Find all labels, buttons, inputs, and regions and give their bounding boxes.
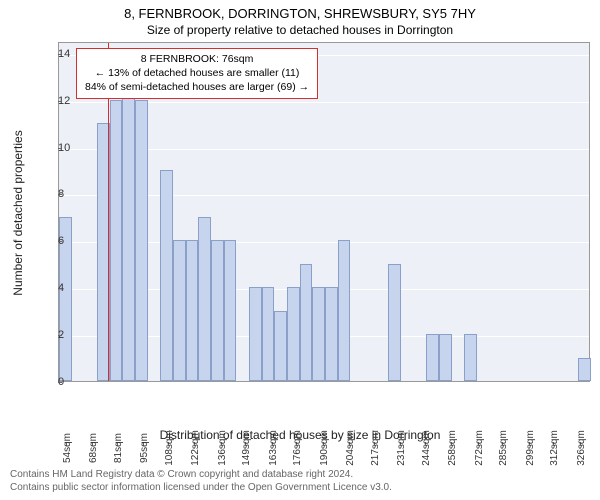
bar	[224, 240, 237, 381]
credits-line-2: Contains public sector information licen…	[10, 482, 392, 495]
x-tick-label: 326sqm	[576, 430, 587, 466]
y-tick-mark	[58, 148, 62, 149]
bar	[160, 170, 173, 381]
x-tick-label: 54sqm	[62, 433, 73, 463]
y-tick-mark	[58, 241, 62, 242]
highlight-callout: 8 FERNBROOK: 76sqm ← 13% of detached hou…	[76, 48, 318, 99]
gridline	[59, 383, 589, 384]
x-tick-label: 231sqm	[396, 430, 407, 466]
x-tick-label: 258sqm	[447, 430, 458, 466]
bar	[249, 287, 262, 381]
y-tick-mark	[58, 335, 62, 336]
bar	[312, 287, 325, 381]
bar	[464, 334, 477, 381]
y-tick-mark	[58, 288, 62, 289]
x-tick-label: 204sqm	[345, 430, 356, 466]
bar	[186, 240, 199, 381]
y-tick-mark	[58, 382, 62, 383]
callout-line-2: ← 13% of detached houses are smaller (11…	[85, 66, 309, 80]
bar	[388, 264, 401, 381]
x-tick-label: 163sqm	[268, 430, 279, 466]
page-title: 8, FERNBROOK, DORRINGTON, SHREWSBURY, SY…	[0, 0, 600, 21]
x-tick-label: 190sqm	[319, 430, 330, 466]
bar	[173, 240, 186, 381]
credits-line-1: Contains HM Land Registry data © Crown c…	[10, 469, 392, 482]
x-tick-label: 176sqm	[292, 430, 303, 466]
bar	[274, 311, 287, 381]
x-tick-label: 149sqm	[241, 430, 252, 466]
x-tick-label: 95sqm	[139, 433, 150, 463]
x-tick-label: 81sqm	[113, 433, 124, 463]
bar	[338, 240, 351, 381]
bar	[262, 287, 275, 381]
bar	[578, 358, 591, 381]
bar	[325, 287, 338, 381]
bar	[300, 264, 313, 381]
bar	[198, 217, 211, 381]
callout-line-3: 84% of semi-detached houses are larger (…	[85, 80, 309, 94]
bar	[135, 100, 148, 381]
y-tick-mark	[58, 101, 62, 102]
x-tick-label: 312sqm	[549, 430, 560, 466]
chart-area: Number of detached properties Distributi…	[0, 42, 600, 442]
credits: Contains HM Land Registry data © Crown c…	[10, 469, 392, 494]
x-tick-label: 299sqm	[525, 430, 536, 466]
bar	[439, 334, 452, 381]
y-tick-mark	[58, 54, 62, 55]
bar	[211, 240, 224, 381]
x-tick-label: 285sqm	[498, 430, 509, 466]
bar	[287, 287, 300, 381]
page-subtitle: Size of property relative to detached ho…	[0, 21, 600, 41]
x-tick-label: 272sqm	[474, 430, 485, 466]
x-tick-label: 108sqm	[164, 430, 175, 466]
x-tick-label: 68sqm	[88, 433, 99, 463]
y-axis-label: Number of detached properties	[11, 113, 25, 313]
x-tick-label: 244sqm	[421, 430, 432, 466]
x-tick-label: 122sqm	[190, 430, 201, 466]
callout-line-1: 8 FERNBROOK: 76sqm	[85, 52, 309, 66]
bar	[110, 100, 123, 381]
y-tick-mark	[58, 194, 62, 195]
x-tick-label: 136sqm	[217, 430, 228, 466]
bar	[426, 334, 439, 381]
x-tick-label: 217sqm	[370, 430, 381, 466]
bar	[122, 76, 135, 381]
